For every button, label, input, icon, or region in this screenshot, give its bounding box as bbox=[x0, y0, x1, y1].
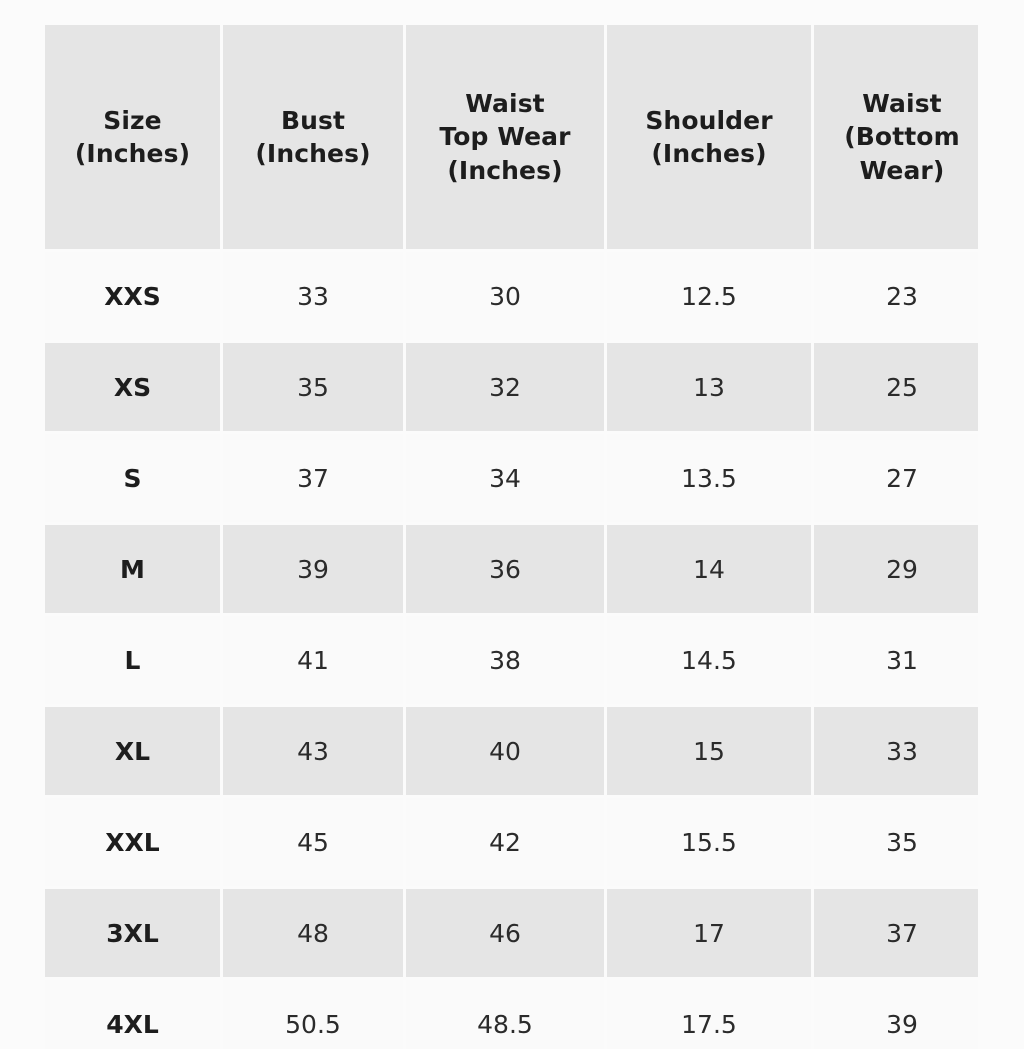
table-row: XS 35 32 13 25 bbox=[45, 343, 978, 431]
cell-waist-top-wear: 32 bbox=[406, 343, 604, 431]
cell-size: XXS bbox=[45, 252, 220, 340]
column-header-waist-bottom-wear: Waist (Bottom Wear) bbox=[814, 25, 978, 249]
cell-shoulder: 15.5 bbox=[607, 798, 811, 886]
cell-shoulder: 17.5 bbox=[607, 980, 811, 1049]
cell-bust: 43 bbox=[223, 707, 403, 795]
cell-waist-bottom-wear: 23 bbox=[814, 252, 978, 340]
table-header: Size (Inches) Bust (Inches) Waist Top We… bbox=[45, 25, 978, 249]
cell-shoulder: 15 bbox=[607, 707, 811, 795]
cell-bust: 39 bbox=[223, 525, 403, 613]
cell-size: XS bbox=[45, 343, 220, 431]
cell-waist-top-wear: 42 bbox=[406, 798, 604, 886]
column-header-waist-top-wear-line3: (Inches) bbox=[447, 155, 563, 185]
column-header-shoulder-line2: (Inches) bbox=[651, 139, 767, 168]
cell-waist-top-wear: 46 bbox=[406, 889, 604, 977]
table-row: L 41 38 14.5 31 bbox=[45, 616, 978, 704]
cell-size: M bbox=[45, 525, 220, 613]
column-header-shoulder-line1: Shoulder bbox=[645, 105, 773, 135]
table-row: M 39 36 14 29 bbox=[45, 525, 978, 613]
column-header-bust: Bust (Inches) bbox=[223, 25, 403, 249]
column-header-bust-line1: Bust bbox=[280, 105, 346, 135]
table-row: 3XL 48 46 17 37 bbox=[45, 889, 978, 977]
column-header-waist-bottom-wear-line1: Waist bbox=[862, 88, 942, 118]
column-header-waist-top-wear-line2: Top Wear bbox=[439, 122, 571, 152]
cell-waist-top-wear: 36 bbox=[406, 525, 604, 613]
table-row: XL 43 40 15 33 bbox=[45, 707, 978, 795]
column-header-size-line1: Size bbox=[103, 105, 162, 135]
column-header-waist-top-wear: Waist Top Wear (Inches) bbox=[406, 25, 604, 249]
cell-bust: 48 bbox=[223, 889, 403, 977]
cell-waist-top-wear: 48.5 bbox=[406, 980, 604, 1049]
table-row: XXL 45 42 15.5 35 bbox=[45, 798, 978, 886]
table-row: 4XL 50.5 48.5 17.5 39 bbox=[45, 980, 978, 1049]
cell-shoulder: 17 bbox=[607, 889, 811, 977]
column-header-waist-bottom-wear-line3: Wear) bbox=[859, 155, 945, 185]
cell-waist-bottom-wear: 25 bbox=[814, 343, 978, 431]
cell-waist-bottom-wear: 29 bbox=[814, 525, 978, 613]
cell-size: S bbox=[45, 434, 220, 522]
cell-waist-top-wear: 34 bbox=[406, 434, 604, 522]
size-chart-table-wrapper: Size (Inches) Bust (Inches) Waist Top We… bbox=[45, 25, 978, 1049]
cell-waist-bottom-wear: 31 bbox=[814, 616, 978, 704]
cell-shoulder: 13 bbox=[607, 343, 811, 431]
cell-waist-top-wear: 30 bbox=[406, 252, 604, 340]
table-row: S 37 34 13.5 27 bbox=[45, 434, 978, 522]
cell-size: L bbox=[45, 616, 220, 704]
cell-shoulder: 14.5 bbox=[607, 616, 811, 704]
table-row: XXS 33 30 12.5 23 bbox=[45, 252, 978, 340]
column-header-size-line2: (Inches) bbox=[74, 139, 191, 168]
cell-size: XXL bbox=[45, 798, 220, 886]
cell-waist-bottom-wear: 39 bbox=[814, 980, 978, 1049]
column-header-size: Size (Inches) bbox=[45, 25, 220, 249]
cell-size: XL bbox=[45, 707, 220, 795]
cell-bust: 33 bbox=[223, 252, 403, 340]
cell-size: 4XL bbox=[45, 980, 220, 1049]
cell-waist-bottom-wear: 27 bbox=[814, 434, 978, 522]
cell-size: 3XL bbox=[45, 889, 220, 977]
cell-bust: 45 bbox=[223, 798, 403, 886]
column-header-waist-bottom-wear-line2: (Bottom bbox=[844, 122, 960, 152]
column-header-waist-top-wear-line1: Waist bbox=[465, 88, 545, 118]
cell-bust: 35 bbox=[223, 343, 403, 431]
cell-bust: 41 bbox=[223, 616, 403, 704]
cell-shoulder: 12.5 bbox=[607, 252, 811, 340]
cell-waist-top-wear: 38 bbox=[406, 616, 604, 704]
column-header-bust-line2: (Inches) bbox=[255, 139, 371, 168]
header-row: Size (Inches) Bust (Inches) Waist Top We… bbox=[45, 25, 978, 249]
column-header-shoulder: Shoulder (Inches) bbox=[607, 25, 811, 249]
cell-waist-top-wear: 40 bbox=[406, 707, 604, 795]
table-body: XXS 33 30 12.5 23 XS 35 32 13 25 S 37 34 13.5 27 M 39 36 1… bbox=[45, 252, 978, 1049]
cell-bust: 50.5 bbox=[223, 980, 403, 1049]
cell-bust: 37 bbox=[223, 434, 403, 522]
cell-waist-bottom-wear: 33 bbox=[814, 707, 978, 795]
cell-shoulder: 14 bbox=[607, 525, 811, 613]
size-chart-table: Size (Inches) Bust (Inches) Waist Top We… bbox=[45, 25, 978, 1049]
cell-waist-bottom-wear: 37 bbox=[814, 889, 978, 977]
cell-waist-bottom-wear: 35 bbox=[814, 798, 978, 886]
cell-shoulder: 13.5 bbox=[607, 434, 811, 522]
